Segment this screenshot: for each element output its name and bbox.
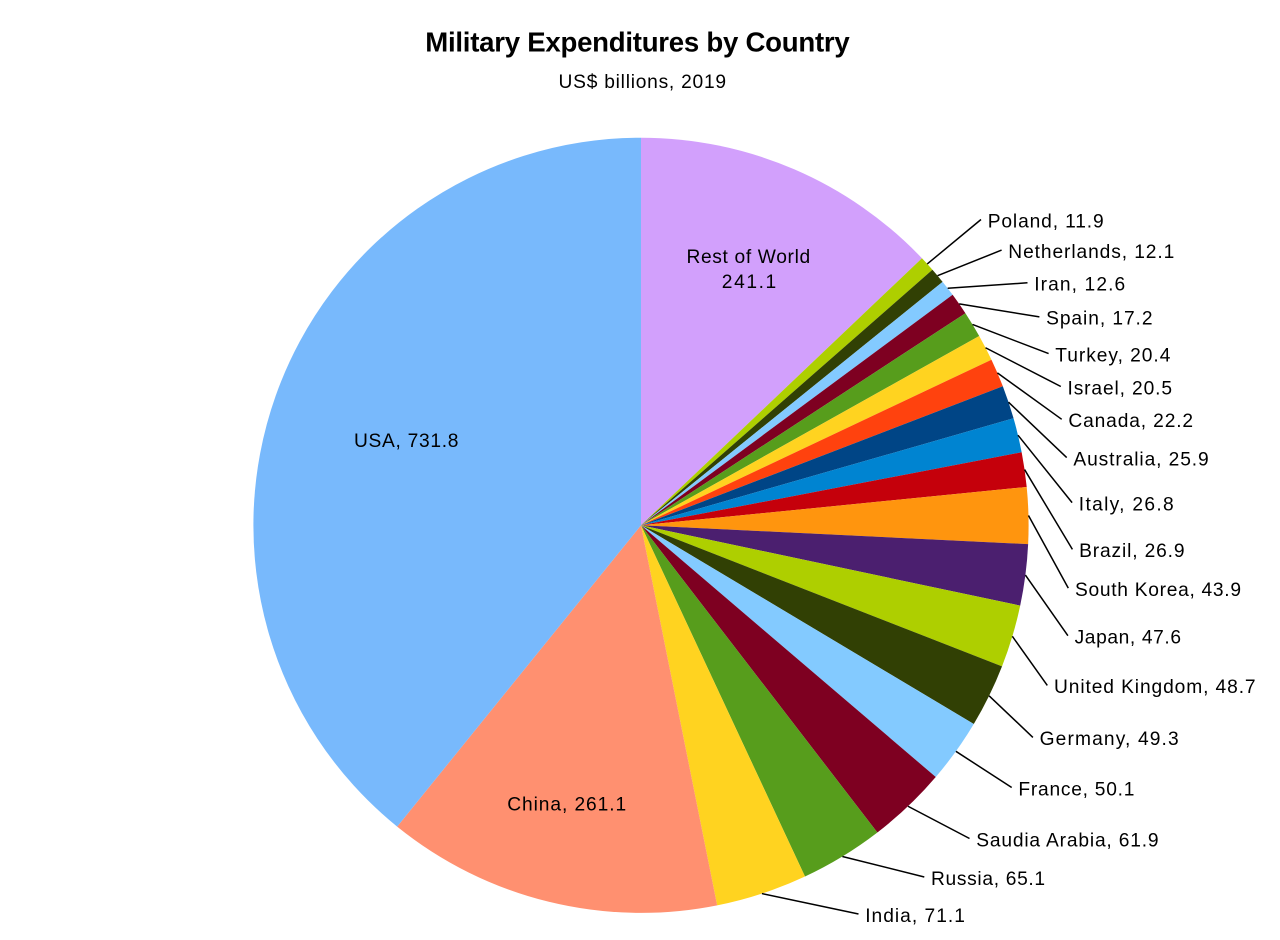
svg-text:United Kingdom, 48.7: United Kingdom, 48.7 [1054, 677, 1256, 698]
svg-text:Poland, 11.9: Poland, 11.9 [988, 211, 1104, 232]
svg-text:Iran, 12.6: Iran, 12.6 [1034, 275, 1125, 296]
svg-text:Israel, 20.5: Israel, 20.5 [1068, 378, 1173, 399]
svg-text:Italy, 26.8: Italy, 26.8 [1079, 494, 1174, 515]
svg-text:South Korea, 43.9: South Korea, 43.9 [1075, 580, 1241, 601]
svg-text:Netherlands, 12.1: Netherlands, 12.1 [1008, 242, 1174, 263]
svg-text:Japan, 47.6: Japan, 47.6 [1075, 628, 1181, 649]
svg-text:Russia, 65.1: Russia, 65.1 [931, 869, 1045, 890]
svg-text:Germany, 49.3: Germany, 49.3 [1040, 729, 1179, 750]
svg-text:US$ billions, 2019: US$ billions, 2019 [559, 72, 727, 93]
svg-text:Canada, 22.2: Canada, 22.2 [1068, 411, 1193, 432]
svg-text:Turkey, 20.4: Turkey, 20.4 [1055, 345, 1170, 366]
svg-text:India, 71.1: India, 71.1 [865, 906, 965, 927]
svg-text:Spain, 17.2: Spain, 17.2 [1046, 309, 1152, 330]
svg-text:Military Expenditures by Count: Military Expenditures by Country [425, 26, 850, 57]
svg-text:USA, 731.8: USA, 731.8 [354, 431, 459, 452]
svg-text:China, 261.1: China, 261.1 [507, 794, 626, 815]
svg-text:France, 50.1: France, 50.1 [1018, 779, 1134, 800]
svg-text:Saudia Arabia, 61.9: Saudia Arabia, 61.9 [976, 830, 1158, 851]
svg-text:241.1: 241.1 [722, 272, 776, 293]
svg-text:Australia, 25.9: Australia, 25.9 [1073, 449, 1208, 470]
svg-text:Rest of World: Rest of World [686, 247, 810, 268]
svg-text:Brazil, 26.9: Brazil, 26.9 [1079, 541, 1184, 562]
